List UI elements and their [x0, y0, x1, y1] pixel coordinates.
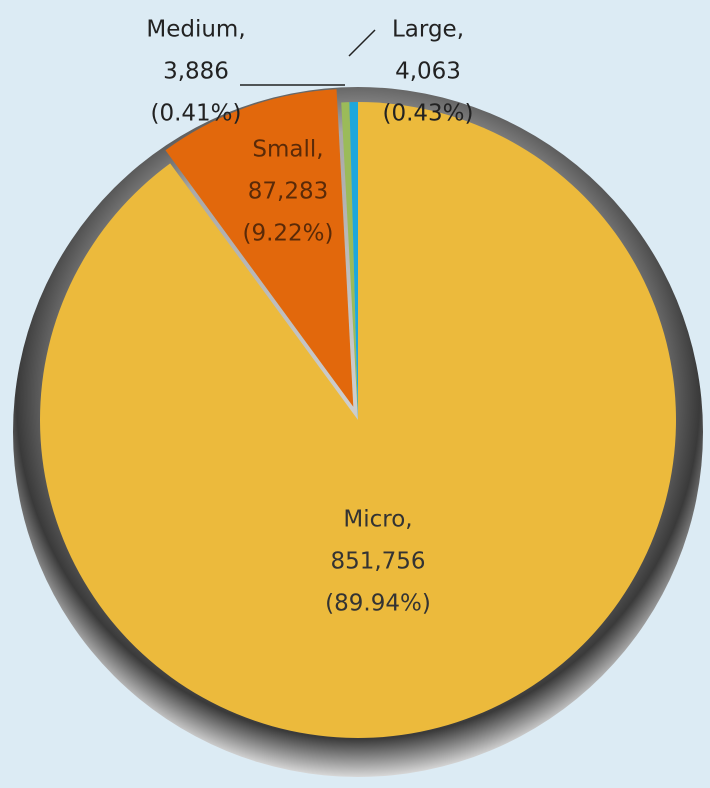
slice-label: 851,756 — [330, 549, 425, 575]
leader-line — [348, 29, 376, 57]
slice-label: (0.43%) — [382, 101, 473, 127]
pie-slice — [349, 102, 358, 420]
slice-label: Large, — [392, 17, 464, 43]
slice-label: (0.41%) — [150, 101, 241, 127]
slice-label: 4,063 — [395, 59, 461, 85]
slice-label: (89.94%) — [325, 591, 431, 617]
pie-slice — [39, 102, 676, 738]
slice-label: Small, — [252, 137, 323, 163]
slice-label: (9.22%) — [242, 221, 333, 247]
slice-label: 87,283 — [248, 179, 328, 205]
slice-label: 3,886 — [163, 59, 229, 85]
slice-label: Micro, — [343, 507, 412, 533]
pie-slice — [341, 102, 358, 420]
pie-slice — [165, 89, 354, 407]
slice-label: Medium, — [146, 17, 245, 43]
